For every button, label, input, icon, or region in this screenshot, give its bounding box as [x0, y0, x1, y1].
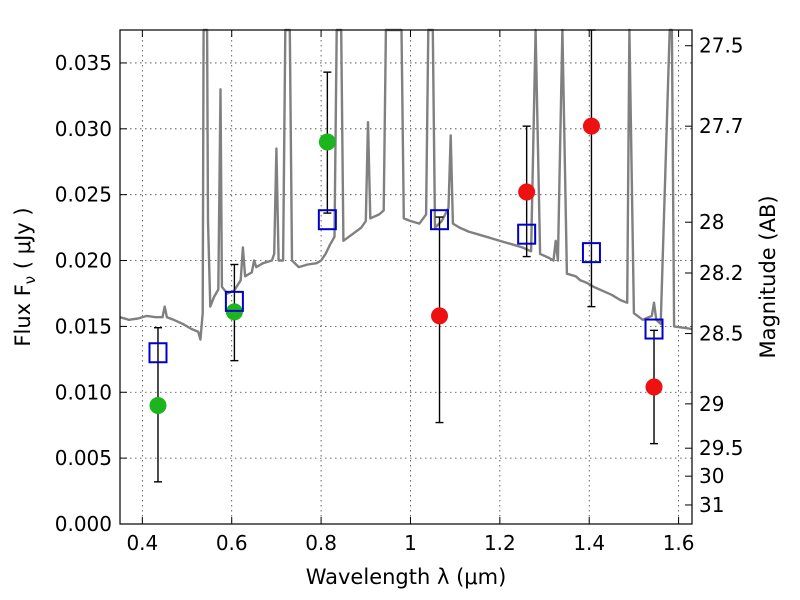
model-box-6	[644, 318, 664, 340]
model-box-0	[148, 342, 168, 364]
x-tick-label: 1.4	[573, 531, 605, 555]
model-box-4	[517, 223, 537, 245]
y2-tick-label: 30	[699, 464, 724, 488]
model-box-2	[317, 209, 337, 231]
plot-frame	[119, 29, 693, 525]
data-point-0-1	[225, 303, 243, 321]
y2-axis-label: Magnitude (AB)	[756, 195, 780, 358]
y2-tick-label: 31	[699, 493, 724, 517]
data-point-0-2	[318, 133, 336, 151]
y2-tick-label: 27.7	[699, 114, 744, 138]
model-box-5	[581, 242, 601, 264]
y-tick-label: 0.020	[55, 249, 112, 273]
y2-tick-label: 27.5	[699, 34, 744, 58]
y2-tick-label: 28.5	[699, 322, 744, 346]
y-tick-label: 0.005	[55, 446, 112, 470]
y-tick-label: 0.025	[55, 183, 112, 207]
x-tick-label: 0.8	[305, 531, 337, 555]
x-tick-label: 1	[404, 531, 417, 555]
y-tick-label: 0.035	[55, 51, 112, 75]
data-point-1-3	[645, 378, 663, 396]
y-tick-label: 0.000	[55, 512, 112, 536]
y-tick-label: 0.015	[55, 314, 112, 338]
data-point-0-0	[149, 396, 167, 414]
x-tick-label: 1.6	[663, 531, 695, 555]
model-spectrum	[119, 28, 693, 341]
grid	[120, 30, 692, 525]
y2-tick-label: 28	[699, 210, 724, 234]
model-box-3	[430, 209, 450, 231]
y2-tick-label: 28.2	[699, 261, 744, 285]
x-axis-label: Wavelength λ (μm)	[306, 565, 507, 589]
y-tick-label: 0.010	[55, 380, 112, 404]
y2-tick-label: 29.5	[699, 436, 744, 460]
x-tick-label: 1.2	[484, 531, 516, 555]
data-point-1-2	[582, 117, 600, 135]
y-axis-label: Flux Fν ( μJy )	[11, 207, 39, 346]
data-point-1-1	[518, 183, 536, 201]
model-box-1	[224, 290, 244, 312]
axis-ticks: 0.4 0.6 0.8 1 1.2 1.4 1.6 0.000 0.005 0.010 0.015 0…	[55, 30, 744, 555]
data-point-1-0	[431, 307, 449, 325]
y-tick-label: 0.030	[55, 117, 112, 141]
x-tick-label: 0.4	[126, 531, 158, 555]
y2-tick-label: 29	[699, 392, 724, 416]
model-spectrum-line	[119, 28, 693, 341]
x-tick-label: 0.6	[216, 531, 248, 555]
photometry-points	[148, 29, 664, 483]
